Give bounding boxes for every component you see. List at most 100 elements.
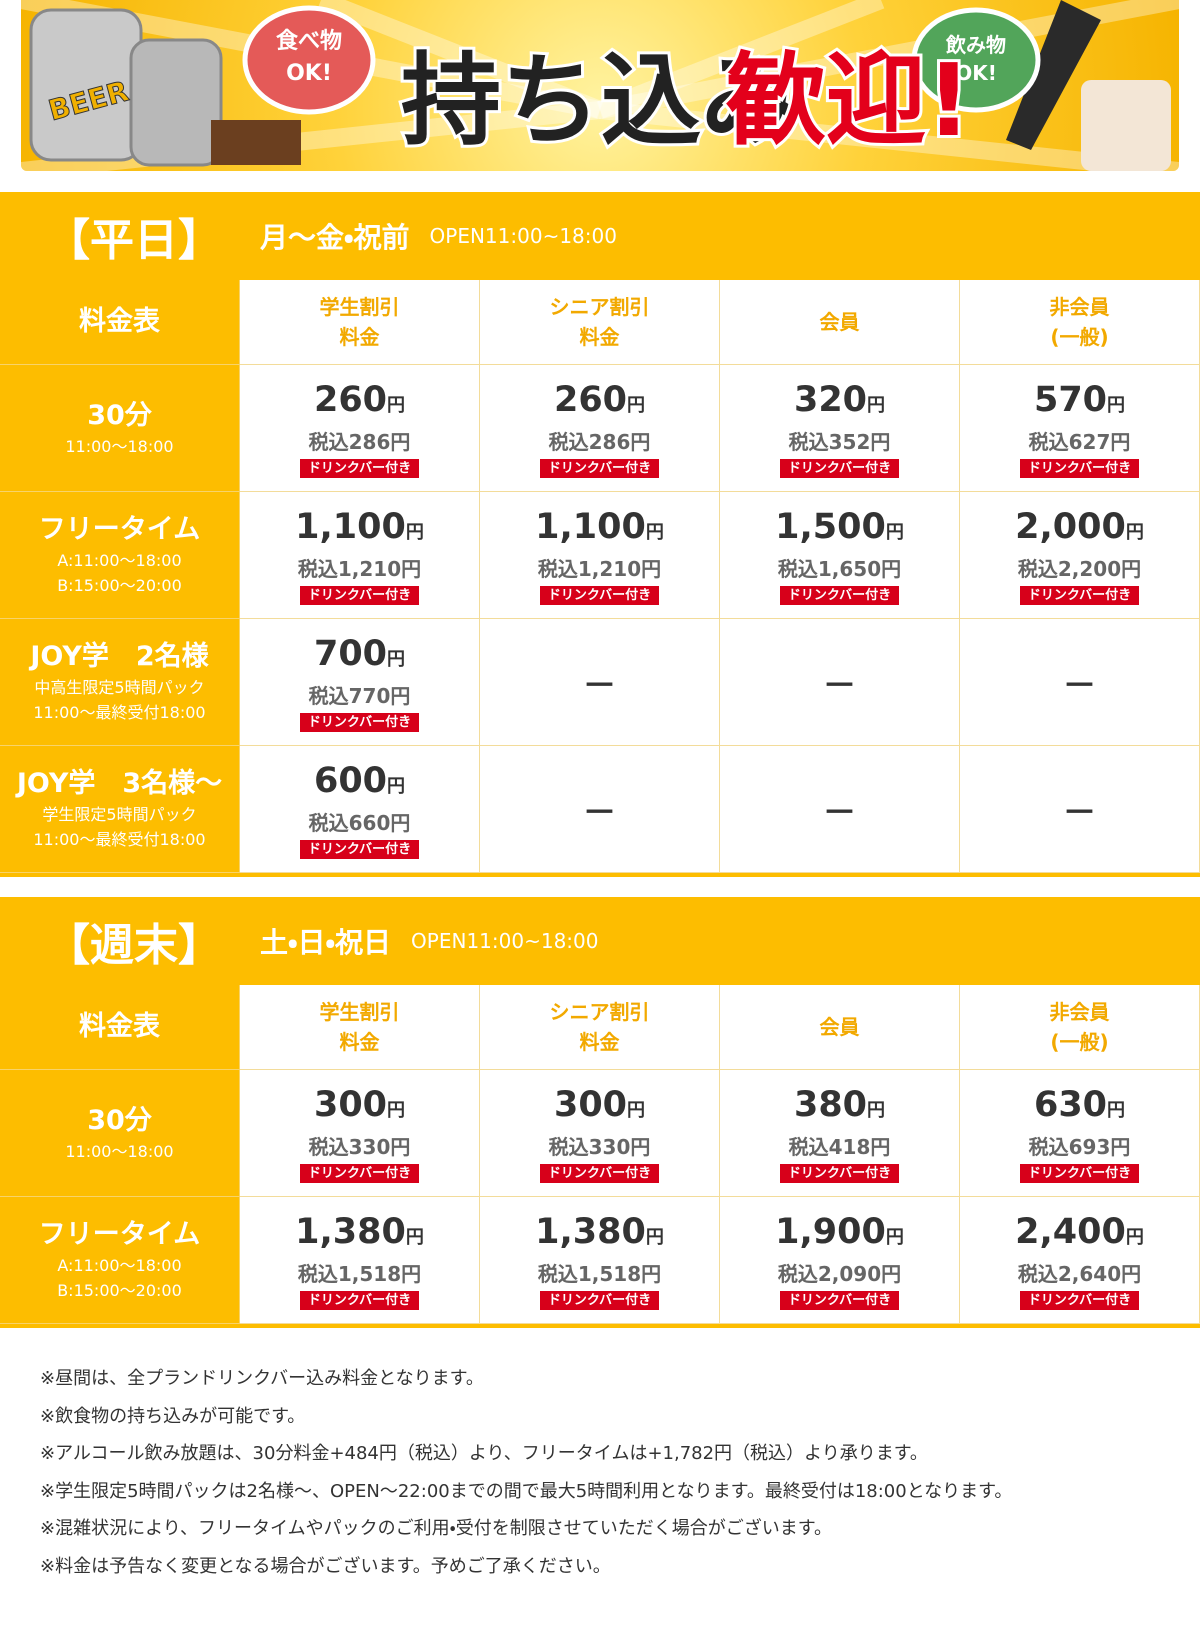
price-tax: 税込2,090円 [777, 1261, 902, 1286]
price-unit: 円 [387, 648, 406, 670]
price-unit: 円 [1125, 521, 1144, 543]
plan-note: B:15:00～20:00 [57, 576, 182, 595]
header-cell: 学生割引 料金 [240, 985, 480, 1070]
price-value: 1,100 [535, 506, 646, 547]
row-header: フリータイム A:11:00～18:00 B:15:00～20:00 [0, 492, 240, 619]
drink-badge: ドリンクバー付き [299, 585, 420, 605]
plan-note: 11:00～最終受付18:00 [33, 830, 206, 849]
mic [1006, 0, 1101, 150]
plan-note: A:11:00～18:00 [57, 1256, 182, 1275]
plan-note: 学生限定5時間パック [42, 805, 197, 824]
price-tax: 税込627円 [1028, 429, 1131, 454]
food-cloud [242, 5, 376, 115]
plan-name: 30分 [87, 1104, 152, 1136]
price-value: 630 [1033, 1084, 1108, 1125]
header-text: 学生割引 [319, 1000, 400, 1024]
price-value: 2,400 [1015, 1211, 1126, 1252]
price-unit: 円 [405, 1226, 424, 1248]
header-text: (一般) [1050, 325, 1109, 349]
header-text: 料金 [339, 325, 380, 349]
price-unit: 円 [1107, 394, 1126, 416]
price: 1,900円 [775, 1211, 904, 1259]
price-tax: 税込1,518円 [297, 1261, 422, 1286]
plan-name: 30分 [87, 399, 152, 431]
plan-note: 11:00～18:00 [65, 436, 174, 456]
header-cell: 学生割引 料金 [240, 280, 480, 365]
price-value: 300 [553, 1084, 628, 1125]
price: 320円 [794, 379, 885, 427]
header-text: 料金 [579, 1030, 620, 1054]
note: ※混雑状況により、フリータイムやパックのご利用・受付を制限させていただく場合がご… [40, 1518, 832, 1539]
price-section: 【平日】 月～金・祝前 OPEN11:00~18:00 料金表 学生割引 料金 シニア割引料… [0, 192, 1200, 877]
price-tax: 税込286円 [308, 429, 411, 454]
price-cell: 1,100円 税込1,210円 ドリンクバー付き [240, 492, 480, 619]
header-text: シニア割引 [549, 1000, 650, 1024]
section-hours: OPEN11:00~18:00 [429, 224, 617, 248]
price-tax: 税込330円 [308, 1134, 411, 1159]
drink-badge: ドリンクバー付き [299, 839, 420, 859]
drink-badge: ドリンクバー付き [779, 1290, 900, 1310]
price: 2,000円 [1015, 506, 1144, 554]
drink-badge: ドリンクバー付き [299, 1290, 420, 1310]
food-text: 食べ物 [276, 28, 342, 54]
price-value: 1,500 [775, 506, 886, 547]
price-cell: 380円 税込418円 ドリンクバー付き [720, 1070, 960, 1197]
price-cell: 700円 税込770円 ドリンクバー付き [240, 619, 480, 746]
section-bottom [0, 1324, 1200, 1328]
cup [1081, 80, 1171, 171]
drink-badge: ドリンクバー付き [539, 585, 660, 605]
price-value: 260 [553, 379, 628, 420]
price-unit: 円 [645, 1226, 664, 1248]
price-value: 300 [313, 1084, 388, 1125]
price-section: 【週末】 土・日・祝日 OPEN11:00~18:00 料金表 学生割引 料金 シニア割引料… [0, 897, 1200, 1328]
header-cell: 非会員 (一般) [960, 985, 1200, 1070]
notes: ※昼間は、全プランドリンクバー込み料金となります。 ※飲食物の持ち込みが可能です。… [40, 1360, 1012, 1585]
price-unit: 円 [885, 1226, 904, 1248]
price: 630円 [1034, 1084, 1125, 1132]
no-price: － [582, 792, 617, 833]
price-value: 1,100 [295, 506, 406, 547]
note: ※学生限定5時間パックは2名様～、OPEN～22:00までの間で最大5時間利用と… [40, 1480, 1013, 1502]
price-cell: － [960, 746, 1200, 873]
price: 260円 [314, 379, 405, 427]
price-tax: 税込286円 [548, 429, 651, 454]
price-unit: 円 [645, 521, 664, 543]
price-cell: 2,000円 税込2,200円ドリンクバー付き [960, 492, 1200, 619]
price-tax: 税込693円 [1028, 1134, 1131, 1159]
price-unit: 円 [627, 394, 646, 416]
banner-art: BEER 食べ物 OK! 飲み物 OK! 持ち込み 歓迎! [21, 0, 1179, 171]
plan-note: A:11:00～18:00 [57, 551, 182, 570]
price-tax: 税込2,200円 [1017, 556, 1142, 581]
price-value: 1,900 [775, 1211, 886, 1252]
price-value: 570 [1033, 379, 1108, 420]
header-text: (一般) [1050, 1030, 1109, 1054]
price-unit: 円 [627, 1099, 646, 1121]
price: 380円 [794, 1084, 885, 1132]
price-unit: 円 [405, 521, 424, 543]
price: 1,500円 [775, 506, 904, 554]
header-cell: シニア割引 料金 [480, 985, 720, 1070]
header-text: 料金 [339, 1030, 380, 1054]
plan-name: フリータイム [38, 514, 201, 545]
drink-badge: ドリンクバー付き [539, 458, 660, 478]
price-tax: 税込660円 [308, 810, 411, 835]
price-tax: 税込2,640円 [1017, 1261, 1142, 1286]
drink-badge: ドリンクバー付き [539, 1163, 660, 1183]
price-value: 700 [313, 633, 388, 674]
plan-note: 中高生限定5時間パック [34, 678, 205, 697]
price: 260円 [554, 379, 645, 427]
section-bottom [0, 873, 1200, 877]
row-header: 30分 11:00～18:00 [0, 365, 240, 492]
price-cell: － [720, 746, 960, 873]
price-cell: － [480, 619, 720, 746]
price-unit: 円 [1125, 1226, 1144, 1248]
drink-badge: ドリンクバー付き [1019, 585, 1140, 605]
food-text: OK! [286, 61, 332, 86]
no-price: － [1062, 792, 1097, 833]
header-cell: 料金表 [0, 985, 240, 1070]
section-band: 【平日】 月～金・祝前 OPEN11:00~18:00 [0, 192, 1200, 280]
price-cell: 2,400円 税込2,640円 ドリンクバー付き [960, 1197, 1200, 1324]
price-cell: 300円 税込330円 ドリンクバー付き [480, 1070, 720, 1197]
drink-badge: ドリンクバー付き [1019, 1163, 1140, 1183]
